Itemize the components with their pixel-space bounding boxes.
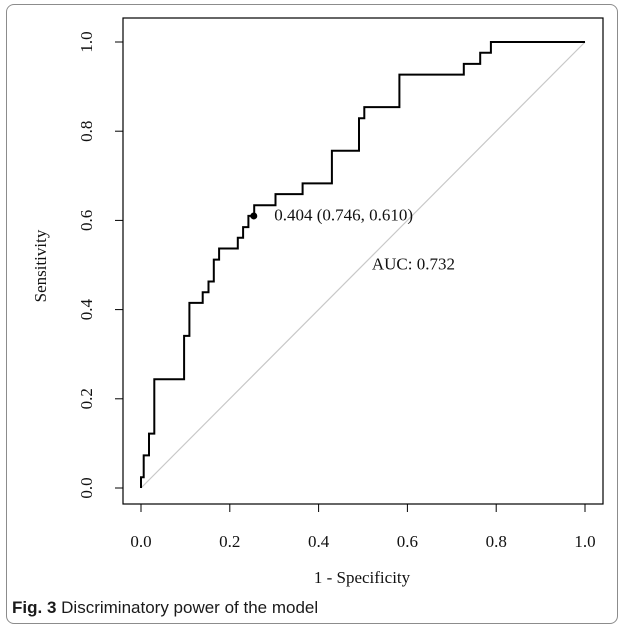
x-tick-label: 0.6 <box>397 532 418 551</box>
auc-annotation: AUC: 0.732 <box>372 254 455 273</box>
x-tick-label: 0.4 <box>308 532 330 551</box>
y-axis-label: Sensitivity <box>31 229 50 302</box>
y-tick-label: 0.4 <box>77 298 96 320</box>
y-tick-label: 1.0 <box>77 31 96 52</box>
y-tick-label: 0.0 <box>77 477 96 498</box>
caption-label: Fig. 3 <box>12 598 57 617</box>
figure-frame <box>6 4 618 624</box>
figure-caption: Fig. 3 Discriminatory power of the model <box>12 598 318 618</box>
x-tick-label: 0.8 <box>486 532 507 551</box>
roc-curve-line <box>140 41 585 488</box>
x-axis-label: 1 - Specificity <box>314 568 411 587</box>
y-tick-label: 0.8 <box>77 121 96 142</box>
best-threshold-point <box>250 212 258 220</box>
x-tick-label: 0.0 <box>130 532 151 551</box>
threshold-annotation: 0.404 (0.746, 0.610) <box>274 205 413 224</box>
reference-diagonal-line <box>140 41 586 489</box>
x-tick-label: 0.2 <box>219 532 240 551</box>
caption-text: Discriminatory power of the model <box>61 598 319 617</box>
plot-area <box>122 17 604 505</box>
y-tick-label: 0.6 <box>77 210 96 231</box>
x-tick-label: 1.0 <box>574 532 595 551</box>
y-tick-label: 0.2 <box>77 388 96 409</box>
